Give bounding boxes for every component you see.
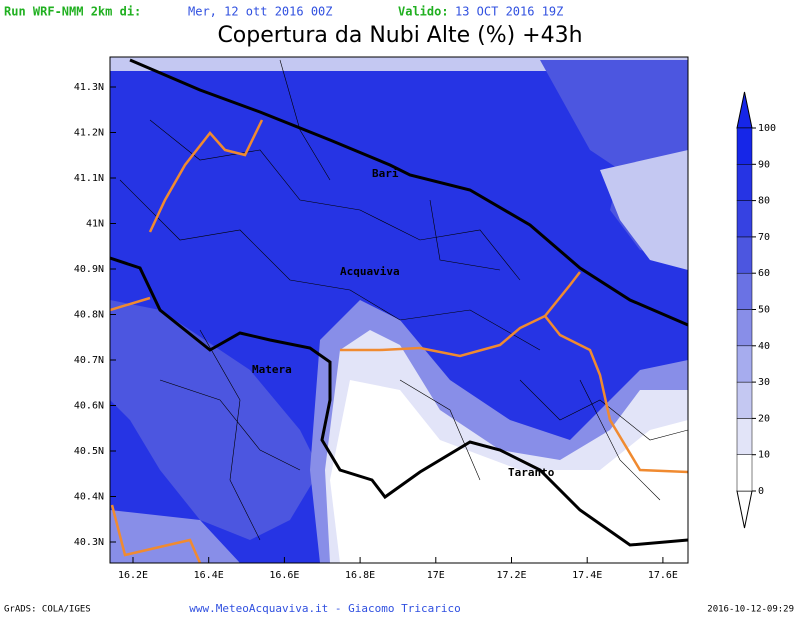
lon-tick-label: 16.2E: [118, 570, 148, 581]
colorbar-segment: [736, 418, 753, 455]
colorbar-end: [736, 490, 753, 529]
colorbar-segment: [736, 272, 753, 310]
colorbar-label: 90: [758, 159, 770, 170]
lat-tick-label: 40.8N: [74, 310, 104, 321]
place-label: Acquaviva: [340, 265, 400, 278]
colorbar-segment: [736, 309, 753, 347]
colorbar-segment: [736, 127, 753, 165]
lon-tick-label: 17E: [427, 570, 445, 581]
run-date: Mer, 12 ott 2016 00Z: [188, 5, 333, 19]
lat-tick-label: 41.2N: [74, 128, 104, 139]
map-field: [110, 57, 688, 563]
colorbar-label: 70: [758, 232, 770, 243]
colorbar-label: 50: [758, 305, 770, 316]
lat-tick-label: 40.5N: [74, 446, 104, 457]
place-label: Taranto: [508, 466, 555, 479]
lon-tick-label: 17.6E: [648, 570, 678, 581]
lon-tick-label: 16.4E: [194, 570, 224, 581]
colorbar-segment: [736, 164, 753, 201]
colorbar-label: 60: [758, 268, 770, 279]
place-label: Bari: [372, 167, 399, 180]
map-frame: [109, 56, 689, 564]
cloud-clear: [330, 380, 688, 563]
colorbar-label: 80: [758, 196, 770, 207]
colorbar-label: 30: [758, 377, 770, 388]
region-border: [110, 119, 688, 563]
colorbar-label: 0: [758, 486, 764, 497]
municipal-borders: [119, 59, 688, 541]
colorbar-segment: [736, 200, 753, 238]
coastline: [129, 58, 688, 327]
valid-date: 13 OCT 2016 19Z: [455, 5, 563, 19]
lat-tick-label: 40.7N: [74, 355, 104, 366]
lat-tick-label: 40.4N: [74, 492, 104, 503]
footer-center: www.MeteoAcquaviva.it - Giacomo Tricaric…: [189, 602, 461, 615]
lat-tick-label: 41N: [86, 219, 104, 230]
lat-tick-label: 41.1N: [74, 173, 104, 184]
lon-tick-label: 16.8E: [345, 570, 375, 581]
colorbar-label: 10: [758, 450, 770, 461]
lat-tick-label: 40.6N: [74, 401, 104, 412]
colorbar: 0 10 20 30 40 50 60 70 80 90 100: [736, 91, 776, 529]
lon-tick-label: 17.2E: [496, 570, 526, 581]
footer-left: GrADS: COLA/IGES: [4, 605, 91, 615]
lon-tick-label: 16.6E: [269, 570, 299, 581]
run-label: Run WRF-NMM 2km di:: [4, 5, 141, 19]
colorbar-end: [736, 91, 753, 129]
lat-tick-label: 40.3N: [74, 537, 104, 548]
place-labels: Bari Acquaviva Matera Taranto: [252, 167, 555, 479]
lat-tick-label: 41.3N: [74, 82, 104, 93]
colorbar-label: 40: [758, 341, 770, 352]
lon-tick-label: 17.4E: [572, 570, 602, 581]
footer-right: 2016-10-12-09:29: [707, 605, 794, 615]
colorbar-label: 100: [758, 123, 776, 134]
colorbar-segment: [736, 236, 753, 274]
colorbar-label: 20: [758, 413, 770, 424]
colorbar-segment: [736, 381, 753, 419]
map-title: Copertura da Nubi Alte (%) +43h: [217, 23, 582, 48]
axis-ticks: 41.3N 41.2N 41.1N 41N 40.9N 40.8N 40.7N 40.6N 40…: [74, 82, 678, 581]
cloud-light: [110, 300, 320, 540]
place-label: Matera: [252, 363, 292, 376]
valid-label: Valido:: [398, 5, 449, 19]
colorbar-segment: [736, 454, 753, 492]
coastline: [110, 256, 688, 547]
cloud-light: [600, 150, 688, 270]
lat-tick-label: 40.9N: [74, 264, 104, 275]
colorbar-segment: [736, 345, 753, 383]
